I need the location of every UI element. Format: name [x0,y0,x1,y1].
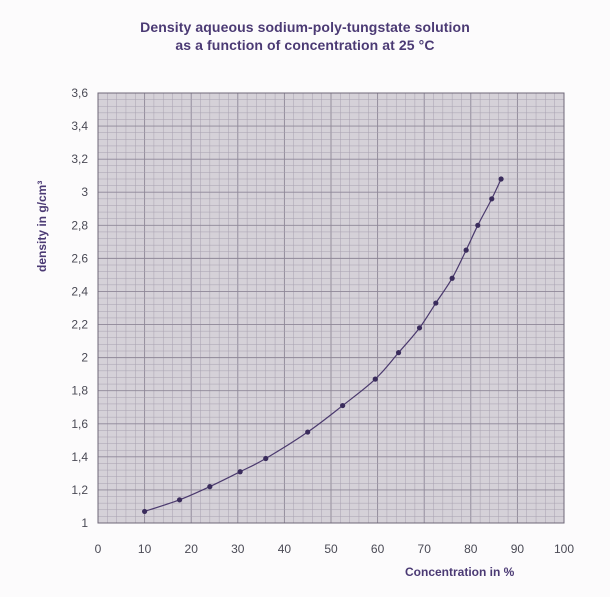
y-tick-label: 1,8 [71,384,88,398]
x-tick-label: 20 [185,542,199,556]
data-point [433,300,439,306]
y-tick-label: 2,6 [71,251,88,265]
y-tick-label: 1,6 [71,417,88,431]
y-tick-label: 3,6 [71,86,88,100]
data-point [142,508,148,515]
y-tick-label: 1 [81,516,88,530]
x-tick-label: 60 [371,542,385,556]
series-group [142,176,504,515]
y-tick-label: 2,8 [71,218,88,232]
y-tick-label: 1,4 [71,450,88,464]
x-tick-label: 40 [278,542,292,556]
x-tick-label: 0 [95,542,102,556]
data-point [176,497,183,503]
plot-frame [97,92,565,524]
data-point [395,350,402,356]
y-tick-label: 3 [81,185,88,199]
y-axis-ticks: 1 1,2 1,4 1,6 1,8 2 2,2 2,4 2,6 2,8 3 3,2 3,4 3,6 [71,86,88,530]
chart-subtitle: as a function of concentration at 25 °C [175,37,435,53]
y-tick-label: 2,4 [71,284,88,298]
y-tick-label: 2,2 [71,318,88,332]
data-point [340,402,346,409]
data-point [372,376,378,382]
x-tick-label: 80 [464,542,478,556]
x-axis-title: Concentration in % [405,565,515,579]
data-point [449,275,455,281]
y-tick-label: 3,4 [71,119,88,133]
x-tick-label: 30 [231,542,245,556]
y-axis-title-text: density in g/cm³ [35,180,49,272]
x-axis-ticks: 0 10 20 30 40 50 60 70 80 90 100 [95,542,575,556]
y-axis-title: density in g/cm³ [35,181,55,280]
chart-title: Density aqueous sodium-poly-tungstate so… [140,19,470,35]
data-point [475,222,481,228]
x-tick-label: 70 [418,542,432,556]
data-point [416,325,423,331]
data-point [263,455,269,462]
series-line [144,178,502,512]
x-tick-label: 100 [554,542,574,556]
y-tick-label: 2 [81,351,88,365]
data-point [489,196,495,202]
data-point [463,247,469,253]
data-point [498,176,504,182]
data-point [305,429,311,435]
x-tick-label: 50 [324,542,338,556]
y-tick-label: 3,2 [71,152,88,166]
y-tick-label: 1,2 [71,483,88,497]
data-point [207,484,213,490]
data-point [237,469,243,475]
axes [97,92,565,524]
x-tick-label: 10 [138,542,152,556]
x-tick-label: 90 [511,542,525,556]
